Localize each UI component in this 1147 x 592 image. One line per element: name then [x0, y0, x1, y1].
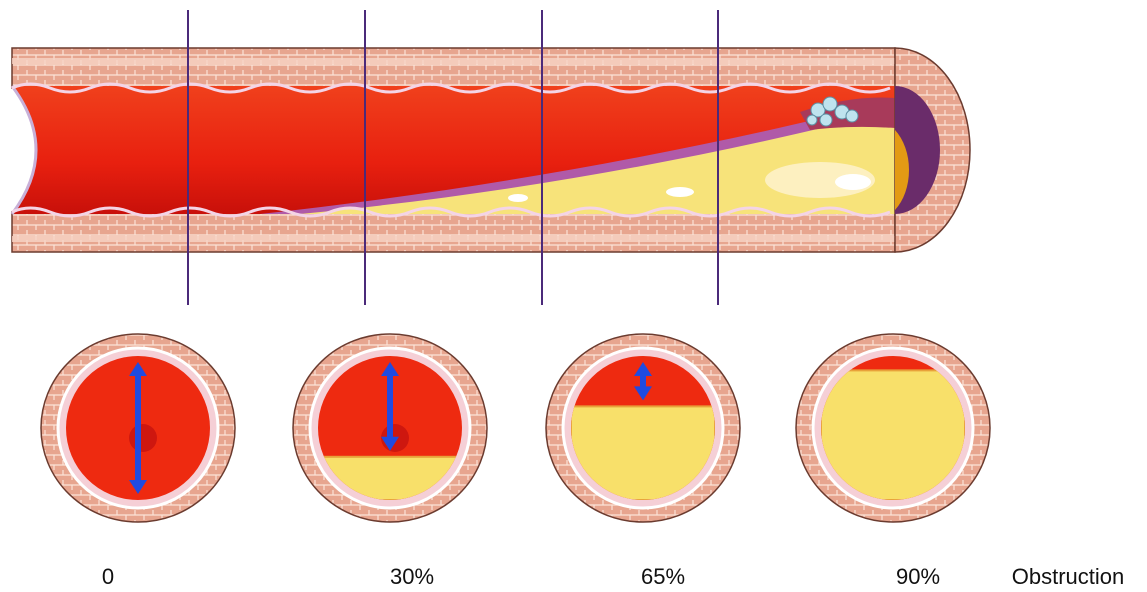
plaque [821, 369, 965, 500]
cross-sections [40, 333, 991, 523]
arrow-head [381, 362, 399, 376]
section-lines [187, 10, 719, 305]
stage-label: 30% [390, 564, 434, 589]
artery-tube [10, 47, 971, 253]
arrow-head [129, 480, 147, 494]
stage-label: 90% [896, 564, 940, 589]
cross-section [545, 333, 741, 523]
arrow-head [634, 386, 652, 401]
axis-label: Obstruction [1012, 564, 1125, 589]
cross-section [292, 333, 488, 523]
arrow-head [129, 362, 147, 376]
arrow-head [381, 436, 399, 451]
cross-section [40, 333, 236, 523]
cross-section [795, 333, 991, 523]
arrow-head [634, 362, 652, 376]
stage-label: 65% [641, 564, 685, 589]
lumen-core [129, 424, 157, 452]
stage-label: 0 [102, 564, 114, 589]
